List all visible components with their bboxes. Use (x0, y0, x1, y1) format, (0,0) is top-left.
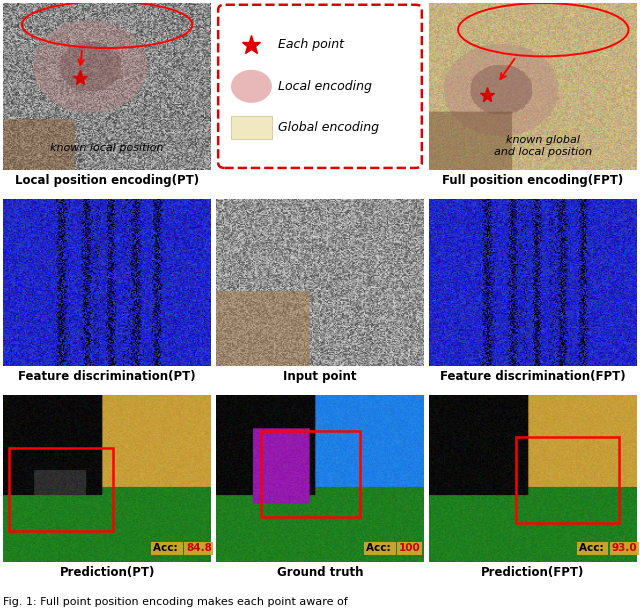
Text: Full position encoding(FPT): Full position encoding(FPT) (442, 174, 623, 187)
Text: Acc:: Acc: (365, 543, 394, 553)
Text: Local encoding: Local encoding (278, 80, 372, 93)
Text: 100: 100 (399, 543, 420, 553)
Text: known global
and local position: known global and local position (494, 136, 592, 157)
Text: Global encoding: Global encoding (278, 121, 380, 134)
Text: Ground truth: Ground truth (276, 566, 364, 579)
Text: Acc:: Acc: (153, 543, 181, 553)
Text: Feature discrimination(PT): Feature discrimination(PT) (19, 370, 196, 383)
Text: Each point: Each point (278, 38, 344, 51)
Text: Local position encoding(PT): Local position encoding(PT) (15, 174, 199, 187)
Circle shape (232, 70, 271, 102)
FancyBboxPatch shape (230, 116, 272, 139)
Text: Feature discrimination(FPT): Feature discrimination(FPT) (440, 370, 626, 383)
Text: Input point: Input point (284, 370, 356, 383)
Bar (9, 448, 113, 531)
Text: 93.0: 93.0 (612, 543, 637, 553)
Text: known local position: known local position (51, 143, 164, 153)
FancyBboxPatch shape (218, 5, 422, 168)
Bar (516, 437, 620, 523)
Text: Acc:: Acc: (579, 543, 607, 553)
Text: Prediction(FPT): Prediction(FPT) (481, 566, 584, 579)
Text: Prediction(PT): Prediction(PT) (60, 566, 155, 579)
Text: Fig. 1: Full point position encoding makes each point aware of: Fig. 1: Full point position encoding mak… (3, 597, 348, 607)
Bar (261, 431, 360, 517)
Text: 84.8: 84.8 (186, 543, 212, 553)
